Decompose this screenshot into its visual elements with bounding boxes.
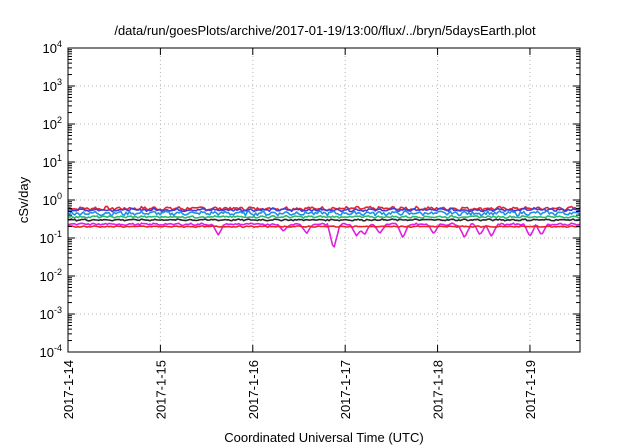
y-tick-label: 100 <box>43 191 62 208</box>
y-tick-label: 10-4 <box>40 343 62 360</box>
y-tick-label: 104 <box>43 39 62 56</box>
data-series <box>67 205 581 248</box>
x-tick-label: 2017-1-15 <box>153 360 168 419</box>
y-axis-label: cSv/day <box>16 176 31 223</box>
chart-title: /data/run/goesPlots/archive/2017-01-19/1… <box>114 23 536 38</box>
x-tick-label: 2017-1-18 <box>431 360 446 419</box>
y-tick-label: 103 <box>43 77 62 94</box>
y-axis-ticks: 10-4 10-3 10-2 10-1 100 101 102 103 104 <box>40 39 580 360</box>
series-line <box>67 225 581 229</box>
x-axis-ticks: 2017-1-14 2017-1-15 2017-1-16 2017-1-17 2017… <box>61 48 538 419</box>
x-tick-label: 2017-1-16 <box>246 360 261 419</box>
x-tick-label: 2017-1-14 <box>61 360 76 419</box>
series-line <box>67 214 581 219</box>
x-tick-label: 2017-1-19 <box>523 360 538 419</box>
series-line <box>67 222 580 248</box>
series-line <box>67 218 581 222</box>
series-line <box>67 207 581 213</box>
y-tick-label: 101 <box>43 153 62 170</box>
y-tick-label: 10-1 <box>40 229 62 246</box>
grid-lines <box>68 48 580 352</box>
y-tick-label: 10-3 <box>40 305 62 322</box>
y-tick-label: 10-2 <box>40 267 62 284</box>
x-axis-label: Coordinated Universal Time (UTC) <box>224 430 423 445</box>
x-tick-label: 2017-1-17 <box>338 360 353 419</box>
series-line <box>67 210 581 217</box>
y-tick-label: 102 <box>43 115 62 132</box>
